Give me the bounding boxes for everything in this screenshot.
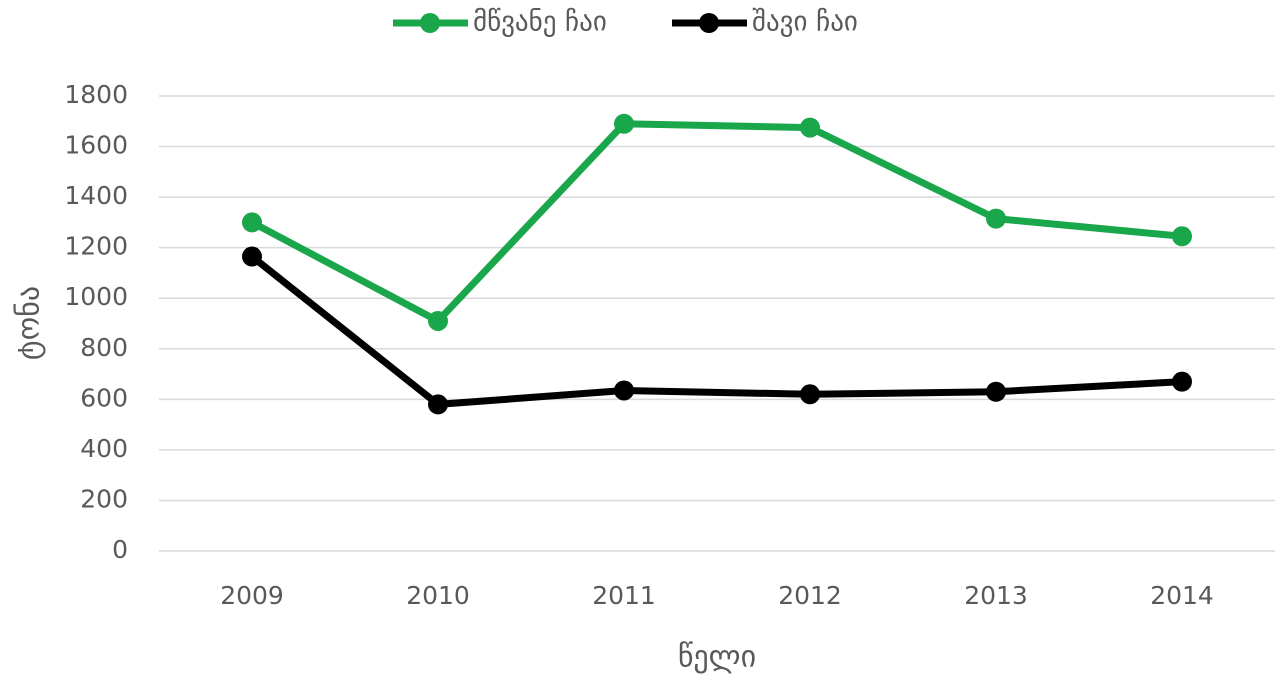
point bbox=[614, 380, 634, 401]
y-tick-label: 1800 bbox=[64, 80, 128, 109]
y-tick-label: 200 bbox=[80, 484, 128, 513]
x-axis-label: წელი bbox=[678, 640, 756, 675]
y-axis-label: ტონა bbox=[12, 286, 47, 360]
legend-marker bbox=[699, 13, 719, 33]
point bbox=[242, 212, 262, 233]
point bbox=[1172, 226, 1192, 247]
legend-marker bbox=[420, 13, 440, 33]
y-tick-label: 1000 bbox=[64, 282, 128, 311]
y-tick-label: 1400 bbox=[64, 181, 128, 210]
x-tick-label: 2009 bbox=[220, 581, 284, 610]
point bbox=[428, 394, 448, 415]
y-tick-label: 1600 bbox=[64, 131, 128, 160]
point bbox=[1172, 371, 1192, 392]
y-tick-label: 800 bbox=[80, 333, 128, 362]
legend-label: შავი ჩაი bbox=[752, 7, 858, 38]
point bbox=[800, 384, 820, 405]
y-tick-label: 600 bbox=[80, 383, 128, 412]
x-tick-label: 2010 bbox=[406, 581, 470, 610]
point bbox=[986, 208, 1006, 229]
x-tick-label: 2011 bbox=[592, 581, 656, 610]
x-tick-label: 2013 bbox=[964, 581, 1028, 610]
point bbox=[986, 381, 1006, 402]
series-line bbox=[249, 253, 1183, 408]
x-tick-label: 2012 bbox=[778, 581, 842, 610]
point bbox=[242, 246, 262, 267]
point bbox=[614, 113, 634, 134]
point bbox=[428, 310, 448, 331]
y-tick-label: 400 bbox=[80, 434, 128, 463]
x-tick-label: 2014 bbox=[1150, 581, 1214, 610]
series-line bbox=[250, 120, 1183, 325]
legend-label: მწვანე ჩაი bbox=[473, 7, 607, 38]
y-tick-label: 1200 bbox=[64, 232, 128, 261]
y-tick-label: 0 bbox=[112, 535, 128, 564]
point bbox=[800, 117, 820, 138]
